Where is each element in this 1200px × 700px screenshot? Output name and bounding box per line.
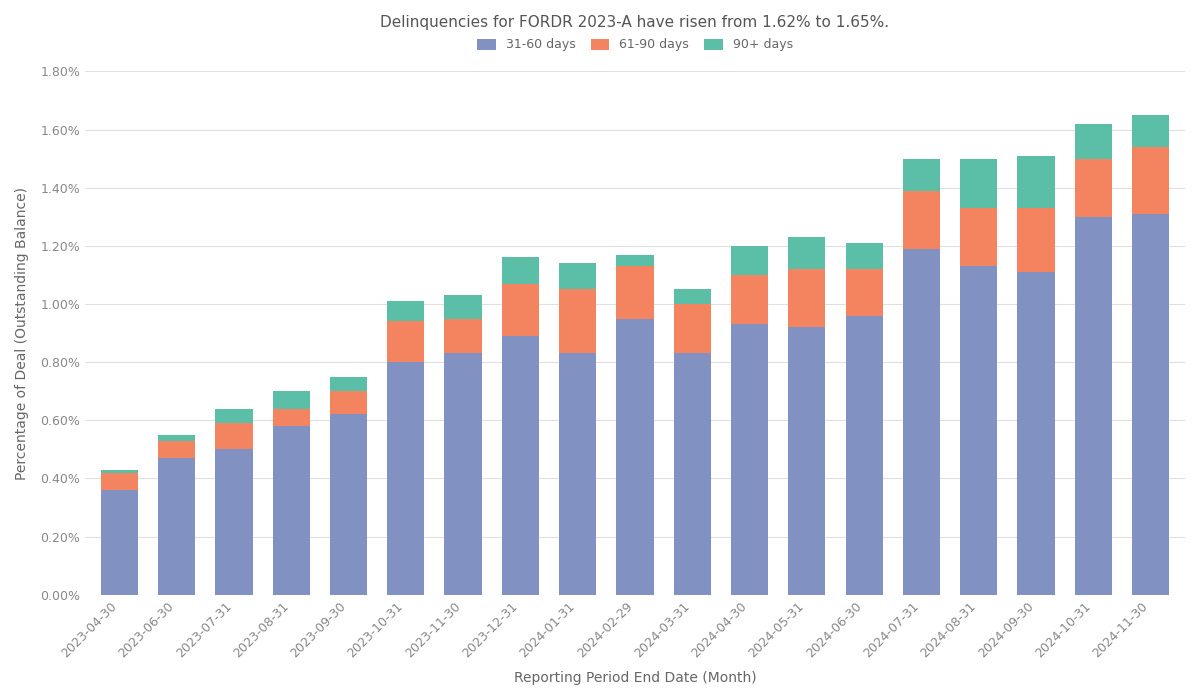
Bar bbox=[1018, 155, 1055, 208]
Bar bbox=[388, 362, 425, 595]
Bar bbox=[502, 336, 539, 595]
Bar bbox=[846, 316, 883, 595]
Bar bbox=[960, 208, 997, 266]
Bar bbox=[1132, 214, 1169, 595]
Bar bbox=[158, 435, 196, 440]
Bar bbox=[215, 424, 252, 449]
Bar bbox=[788, 327, 826, 595]
X-axis label: Reporting Period End Date (Month): Reporting Period End Date (Month) bbox=[514, 671, 756, 685]
Bar bbox=[502, 258, 539, 284]
Bar bbox=[101, 490, 138, 595]
Bar bbox=[960, 266, 997, 595]
Bar bbox=[559, 290, 596, 354]
Bar bbox=[1132, 115, 1169, 147]
Bar bbox=[902, 159, 940, 190]
Bar bbox=[272, 426, 310, 595]
Bar bbox=[1075, 217, 1112, 595]
Bar bbox=[215, 409, 252, 423]
Bar bbox=[788, 269, 826, 327]
Bar bbox=[330, 377, 367, 391]
Bar bbox=[272, 391, 310, 409]
Bar bbox=[444, 295, 481, 318]
Bar bbox=[617, 255, 654, 266]
Bar bbox=[1018, 272, 1055, 595]
Bar bbox=[330, 414, 367, 595]
Bar bbox=[902, 248, 940, 595]
Bar bbox=[388, 301, 425, 321]
Bar bbox=[902, 190, 940, 248]
Bar bbox=[673, 354, 710, 595]
Bar bbox=[158, 440, 196, 458]
Bar bbox=[388, 321, 425, 362]
Y-axis label: Percentage of Deal (Outstanding Balance): Percentage of Deal (Outstanding Balance) bbox=[16, 187, 29, 480]
Bar bbox=[731, 324, 768, 595]
Bar bbox=[617, 318, 654, 595]
Bar bbox=[1018, 208, 1055, 272]
Legend: 31-60 days, 61-90 days, 90+ days: 31-60 days, 61-90 days, 90+ days bbox=[478, 38, 793, 52]
Bar bbox=[788, 237, 826, 269]
Bar bbox=[330, 391, 367, 414]
Bar bbox=[559, 263, 596, 290]
Bar bbox=[673, 304, 710, 354]
Bar bbox=[1075, 159, 1112, 217]
Bar bbox=[101, 470, 138, 473]
Title: Delinquencies for FORDR 2023-A have risen from 1.62% to 1.65%.: Delinquencies for FORDR 2023-A have rise… bbox=[380, 15, 889, 30]
Bar bbox=[1075, 124, 1112, 159]
Bar bbox=[101, 473, 138, 490]
Bar bbox=[960, 159, 997, 208]
Bar bbox=[846, 269, 883, 316]
Bar bbox=[158, 458, 196, 595]
Bar bbox=[731, 246, 768, 275]
Bar bbox=[673, 290, 710, 304]
Bar bbox=[617, 266, 654, 318]
Bar bbox=[846, 243, 883, 269]
Bar bbox=[1132, 147, 1169, 214]
Bar bbox=[444, 318, 481, 354]
Bar bbox=[272, 409, 310, 426]
Bar bbox=[444, 354, 481, 595]
Bar bbox=[502, 284, 539, 336]
Bar bbox=[559, 354, 596, 595]
Bar bbox=[215, 449, 252, 595]
Bar bbox=[731, 275, 768, 324]
